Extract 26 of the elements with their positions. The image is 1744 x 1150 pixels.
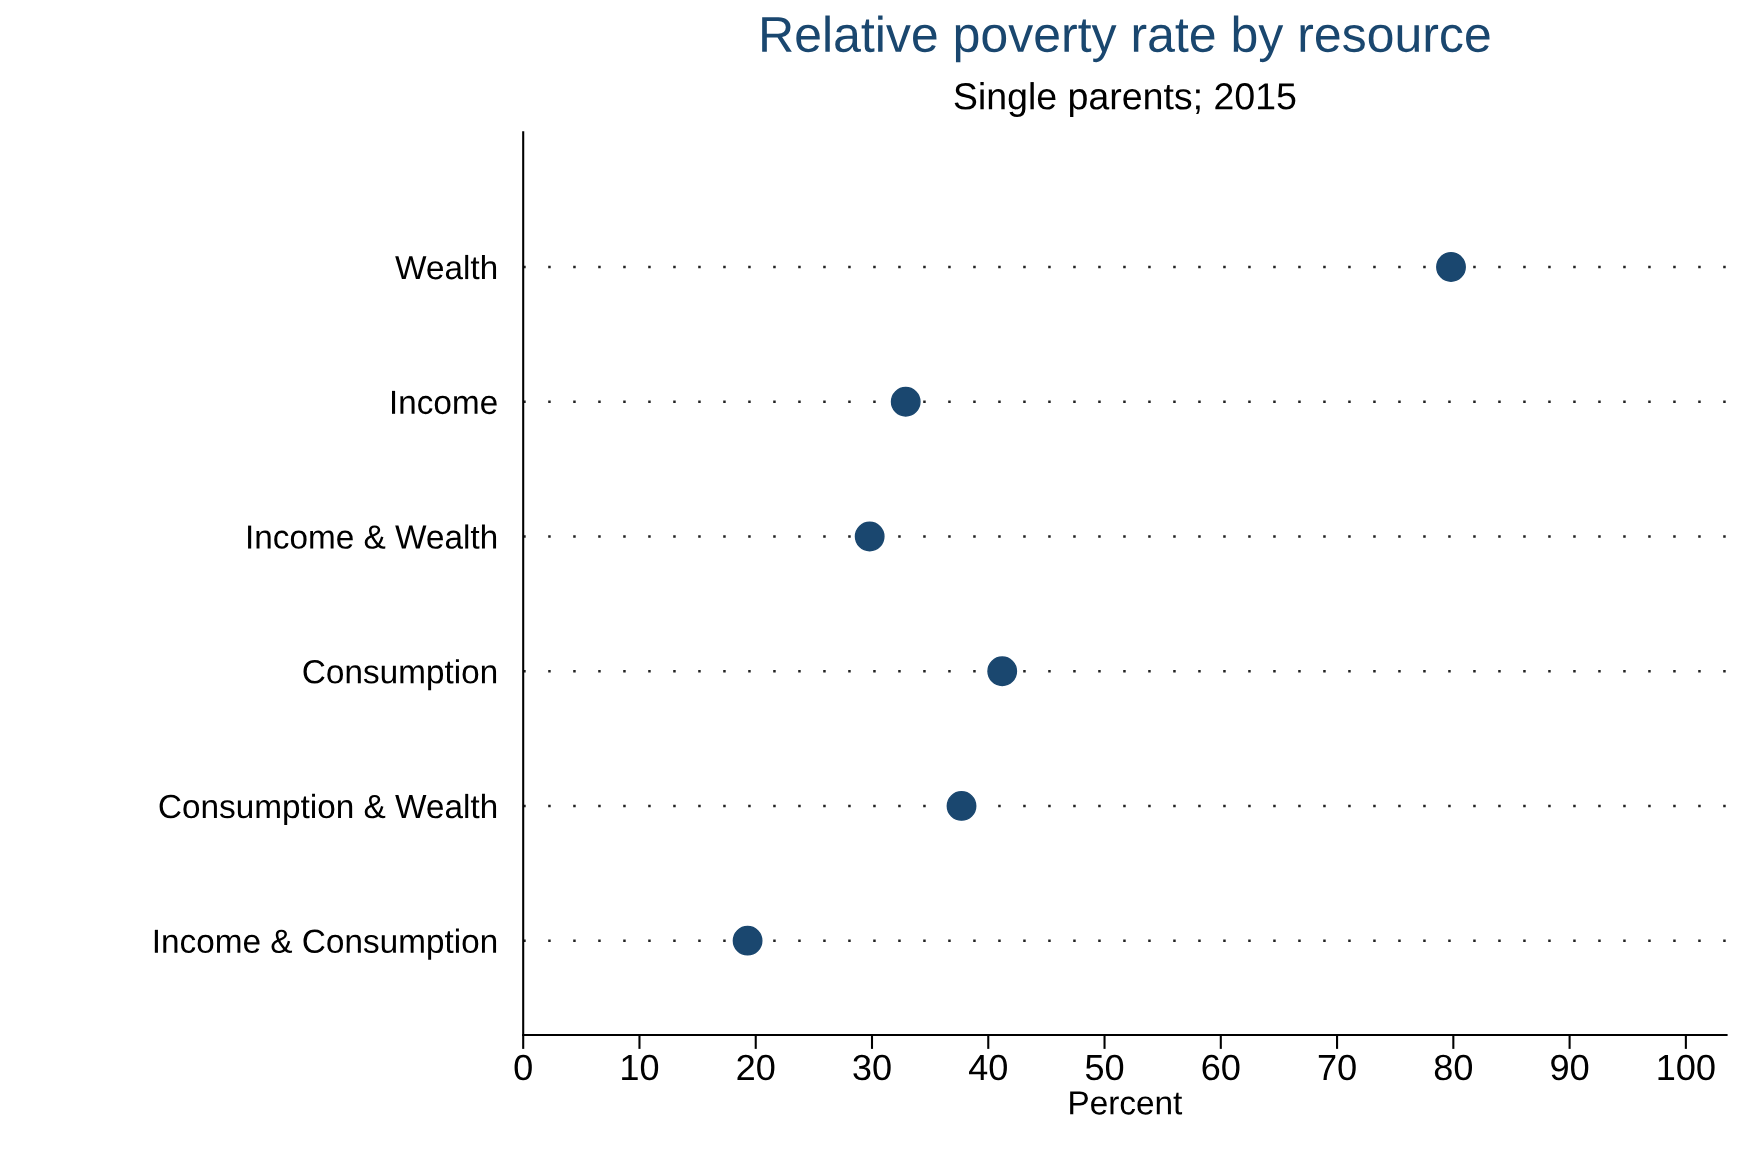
x-tick-label: 50	[1085, 1054, 1124, 1081]
y-tick-label: Wealth	[395, 254, 497, 280]
point	[732, 925, 763, 956]
x-tick-label: 0	[514, 1054, 532, 1081]
x-tick-label: 100	[1658, 1054, 1715, 1081]
y-tick-label: Consumption	[303, 659, 497, 691]
x-tick-label: 30	[853, 1054, 891, 1081]
x-tick-label: 20	[737, 1054, 775, 1081]
x-tick-label: 70	[1318, 1054, 1356, 1081]
y-tick-label: Consumption & Wealth	[159, 793, 497, 825]
x-tick-label: 10	[622, 1054, 659, 1081]
chart-title: Relative poverty rate by resource	[762, 15, 1490, 63]
x-tick-label: 80	[1434, 1054, 1473, 1081]
x-tick-label: 40	[969, 1054, 1007, 1081]
y-tick-label: Income	[391, 390, 497, 415]
point	[854, 521, 885, 552]
y-tick-label: Income & Consumption	[154, 928, 497, 960]
y-tick-label: Income & Wealth	[248, 524, 497, 549]
x-tick-label: 60	[1202, 1054, 1240, 1081]
x-axis-title: Percent	[1070, 1091, 1183, 1115]
point	[1436, 252, 1466, 282]
x-tick-label: 90	[1551, 1054, 1589, 1081]
chart-subtitle: Single parents; 2015	[954, 82, 1296, 118]
point	[890, 386, 921, 417]
point	[987, 656, 1018, 687]
point	[946, 791, 977, 821]
